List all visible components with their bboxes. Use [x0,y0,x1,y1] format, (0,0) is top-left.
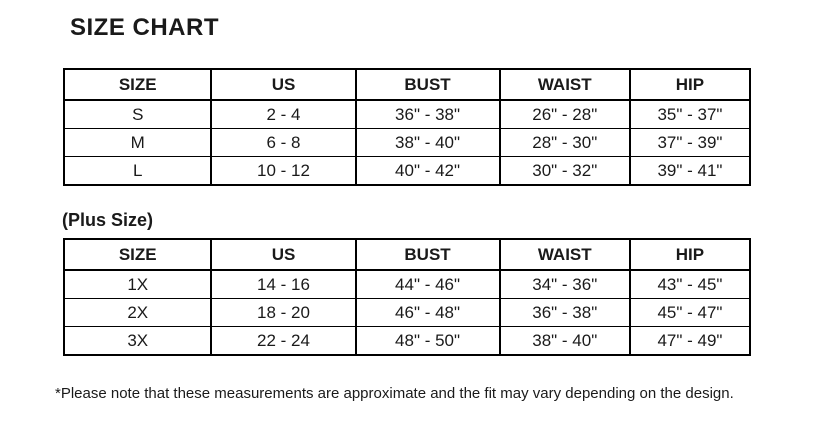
bust-cell: 48" - 50" [354,326,501,356]
hip-cell: 39" - 41" [628,156,752,186]
size-cell: 3X [62,326,213,356]
size-cell: M [62,128,213,157]
us-cell: 22 - 24 [210,326,357,356]
header-row: SIZE US BUST WAIST HIP [62,68,752,101]
size-table-plus: SIZE US BUST WAIST HIP 1X 14 - 16 44" - … [62,238,752,356]
header-row: SIZE US BUST WAIST HIP [62,238,752,271]
table-row-l: L 10 - 12 40" - 42" 30" - 32" 39" - 41" [62,156,752,186]
column-header-bust: BUST [354,68,501,101]
column-header-bust: BUST [354,238,501,271]
bust-cell: 40" - 42" [354,156,501,186]
hip-cell: 47" - 49" [628,326,752,356]
waist-cell: 38" - 40" [498,326,631,356]
waist-cell: 30" - 32" [498,156,631,186]
us-cell: 6 - 8 [210,128,357,157]
waist-cell: 26" - 28" [498,99,631,129]
table-row-3x: 3X 22 - 24 48" - 50" 38" - 40" 47" - 49" [62,326,752,356]
column-header-us: US [210,238,357,271]
column-header-waist: WAIST [498,68,631,101]
hip-cell: 43" - 45" [628,269,752,299]
waist-cell: 28" - 30" [498,128,631,157]
hip-cell: 37" - 39" [628,128,752,157]
us-cell: 10 - 12 [210,156,357,186]
us-cell: 14 - 16 [210,269,357,299]
bust-cell: 46" - 48" [354,298,501,327]
table-row-m: M 6 - 8 38" - 40" 28" - 30" 37" - 39" [62,128,752,157]
bust-cell: 36" - 38" [354,99,501,129]
bust-cell: 38" - 40" [354,128,501,157]
table-header-plus: SIZE US BUST WAIST HIP [62,238,752,271]
us-cell: 18 - 20 [210,298,357,327]
size-cell: S [62,99,213,129]
hip-cell: 35" - 37" [628,99,752,129]
bust-cell: 44" - 46" [354,269,501,299]
size-table-regular: SIZE US BUST WAIST HIP S 2 - 4 36" - 38"… [62,68,752,186]
hip-cell: 45" - 47" [628,298,752,327]
size-cell: L [62,156,213,186]
table-row-2x: 2X 18 - 20 46" - 48" 36" - 38" 45" - 47" [62,298,752,327]
waist-cell: 36" - 38" [498,298,631,327]
column-header-size: SIZE [62,68,213,101]
page-title: SIZE CHART [70,14,219,41]
table-row-1x: 1X 14 - 16 44" - 46" 34" - 36" 43" - 45" [62,269,752,299]
size-cell: 1X [62,269,213,299]
plus-size-label: (Plus Size) [62,210,154,230]
table-header-regular: SIZE US BUST WAIST HIP [62,68,752,101]
column-header-size: SIZE [62,238,213,271]
column-header-hip: HIP [628,68,752,101]
footnote: *Please note that these measurements are… [55,385,734,402]
waist-cell: 34" - 36" [498,269,631,299]
size-cell: 2X [62,298,213,327]
table-row-s: S 2 - 4 36" - 38" 26" - 28" 35" - 37" [62,99,752,129]
column-header-hip: HIP [628,238,752,271]
column-header-waist: WAIST [498,238,631,271]
us-cell: 2 - 4 [210,99,357,129]
column-header-us: US [210,68,357,101]
